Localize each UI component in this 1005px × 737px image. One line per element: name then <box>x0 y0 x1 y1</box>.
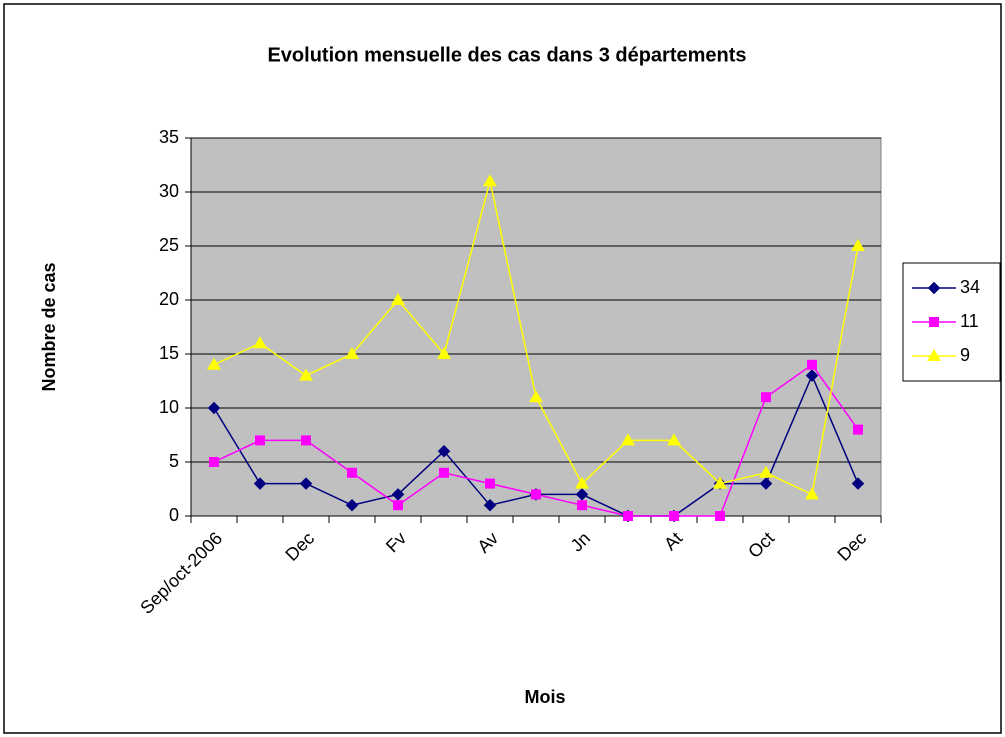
marker <box>253 336 267 349</box>
marker <box>393 500 403 511</box>
y-tick-label: 25 <box>159 235 179 255</box>
legend-label: 34 <box>960 277 980 297</box>
y-axis-title: Nombre de cas <box>39 262 59 391</box>
marker <box>391 293 405 305</box>
marker <box>759 465 773 478</box>
marker <box>531 489 541 500</box>
marker <box>759 477 773 490</box>
marker <box>299 477 313 490</box>
y-tick-label: 5 <box>169 451 179 471</box>
marker <box>209 457 219 467</box>
marker <box>927 349 941 361</box>
plot-area <box>190 137 882 517</box>
marker <box>207 357 221 370</box>
marker <box>715 511 725 521</box>
marker <box>345 498 359 512</box>
marker <box>851 239 865 251</box>
marker <box>255 435 265 446</box>
marker <box>483 174 497 187</box>
marker <box>347 467 357 478</box>
marker <box>851 477 865 490</box>
marker <box>345 347 359 359</box>
marker <box>669 511 679 521</box>
marker <box>927 281 941 295</box>
marker <box>437 347 451 359</box>
y-tick-label: 30 <box>159 181 179 201</box>
marker <box>483 498 497 512</box>
marker <box>805 369 819 382</box>
marker <box>807 359 817 370</box>
x-axis-title: Mois <box>524 687 565 707</box>
marker <box>577 500 587 511</box>
marker <box>667 433 681 446</box>
marker <box>207 401 221 415</box>
marker <box>621 433 635 446</box>
marker <box>853 424 863 435</box>
chart-title: Evolution mensuelle des cas dans 3 dépar… <box>267 44 746 66</box>
y-tick-label: 10 <box>159 397 179 417</box>
marker <box>485 478 495 489</box>
marker <box>929 317 939 327</box>
marker <box>299 368 313 381</box>
y-tick-label: 35 <box>159 127 179 147</box>
marker <box>301 435 311 446</box>
marker <box>529 390 543 403</box>
marker <box>253 477 267 490</box>
legend-label: 11 <box>960 311 979 331</box>
y-tick-label: 20 <box>159 289 179 309</box>
legend-label: 9 <box>960 345 970 365</box>
marker <box>761 392 771 403</box>
marker <box>575 476 589 489</box>
marker <box>623 511 633 521</box>
y-tick-label: 0 <box>169 505 179 525</box>
marker <box>805 487 819 500</box>
marker <box>437 444 451 458</box>
y-tick-label: 15 <box>159 343 179 363</box>
marker <box>439 467 449 478</box>
marker <box>713 476 727 489</box>
